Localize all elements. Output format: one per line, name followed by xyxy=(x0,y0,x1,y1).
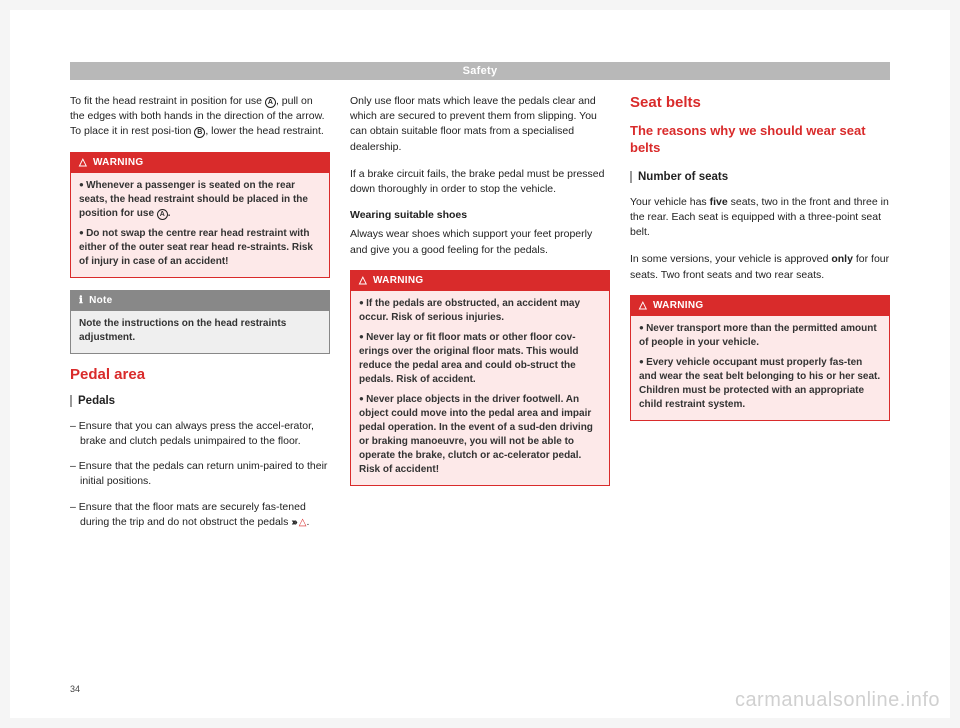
warning-icon: △ xyxy=(359,274,367,288)
warning-item: Do not swap the centre rear head restrai… xyxy=(79,227,321,269)
number-of-seats-heading: Number of seats xyxy=(630,171,890,183)
pedals-subheading: Pedals xyxy=(70,395,330,407)
pedal-list-item: – Ensure that the floor mats are securel… xyxy=(70,500,330,531)
note-body: Note the instructions on the head restra… xyxy=(71,311,329,353)
seats-paragraph-1: Your vehicle has five seats, two in the … xyxy=(630,195,890,241)
column-1: To fit the head restraint in position fo… xyxy=(70,94,330,540)
warning-box-pedals: △ WARNING If the pedals are obstructed, … xyxy=(350,270,610,486)
warning-box-seatbelts: △ WARNING Never transport more than the … xyxy=(630,295,890,421)
warning-label: WARNING xyxy=(653,299,703,313)
warning-item: If the pedals are obstructed, an acciden… xyxy=(359,297,601,325)
warning-item: Whenever a passenger is seated on the re… xyxy=(79,179,321,221)
page-number: 34 xyxy=(70,684,80,694)
floor-mats-paragraph: Only use floor mats which leave the peda… xyxy=(350,94,610,155)
warning-label: WARNING xyxy=(373,274,423,288)
shoes-body: Always wear shoes which support your fee… xyxy=(350,227,610,257)
section-header: Safety xyxy=(70,62,890,80)
warning-item: Never transport more than the permitted … xyxy=(639,322,881,350)
intro-paragraph: To fit the head restraint in position fo… xyxy=(70,94,330,140)
shoes-heading: Wearing suitable shoes xyxy=(350,209,610,221)
warning-header: △ WARNING xyxy=(631,296,889,316)
warning-header: △ WARNING xyxy=(71,153,329,173)
warning-body: If the pedals are obstructed, an acciden… xyxy=(351,291,609,485)
warning-item: Never place objects in the driver footwe… xyxy=(359,393,601,477)
column-2: Only use floor mats which leave the peda… xyxy=(350,94,610,540)
warning-label: WARNING xyxy=(93,156,143,170)
info-icon: ℹ xyxy=(79,294,83,308)
note-text: Note the instructions on the head restra… xyxy=(79,317,321,345)
warning-icon: △ xyxy=(639,299,647,313)
seat-belts-subtitle: The reasons why we should wear seat belt… xyxy=(630,123,890,157)
warning-item: Every vehicle occupant must properly fas… xyxy=(639,356,881,412)
warning-body: Never transport more than the permitted … xyxy=(631,316,889,420)
note-box: ℹ Note Note the instructions on the head… xyxy=(70,290,330,354)
warning-icon: △ xyxy=(79,156,87,170)
pedal-list-item: – Ensure that the pedals can return unim… xyxy=(70,459,330,489)
pedal-list-item: – Ensure that you can always press the a… xyxy=(70,419,330,449)
warning-item: Never lay or fit floor mats or other flo… xyxy=(359,331,601,387)
brake-circuit-paragraph: If a brake circuit fails, the brake peda… xyxy=(350,167,610,197)
warning-body: Whenever a passenger is seated on the re… xyxy=(71,173,329,277)
column-3: Seat belts The reasons why we should wea… xyxy=(630,94,890,540)
warning-header: △ WARNING xyxy=(351,271,609,291)
pedal-area-title: Pedal area xyxy=(70,366,330,383)
note-label: Note xyxy=(89,294,112,308)
seats-paragraph-2: In some versions, your vehicle is approv… xyxy=(630,252,890,282)
warning-box-head-restraint: △ WARNING Whenever a passenger is seated… xyxy=(70,152,330,278)
note-header: ℹ Note xyxy=(71,291,329,311)
seat-belts-title: Seat belts xyxy=(630,94,890,111)
watermark: carmanualsonline.info xyxy=(735,689,940,712)
content-columns: To fit the head restraint in position fo… xyxy=(70,94,890,540)
manual-page: Safety To fit the head restraint in posi… xyxy=(10,10,950,718)
